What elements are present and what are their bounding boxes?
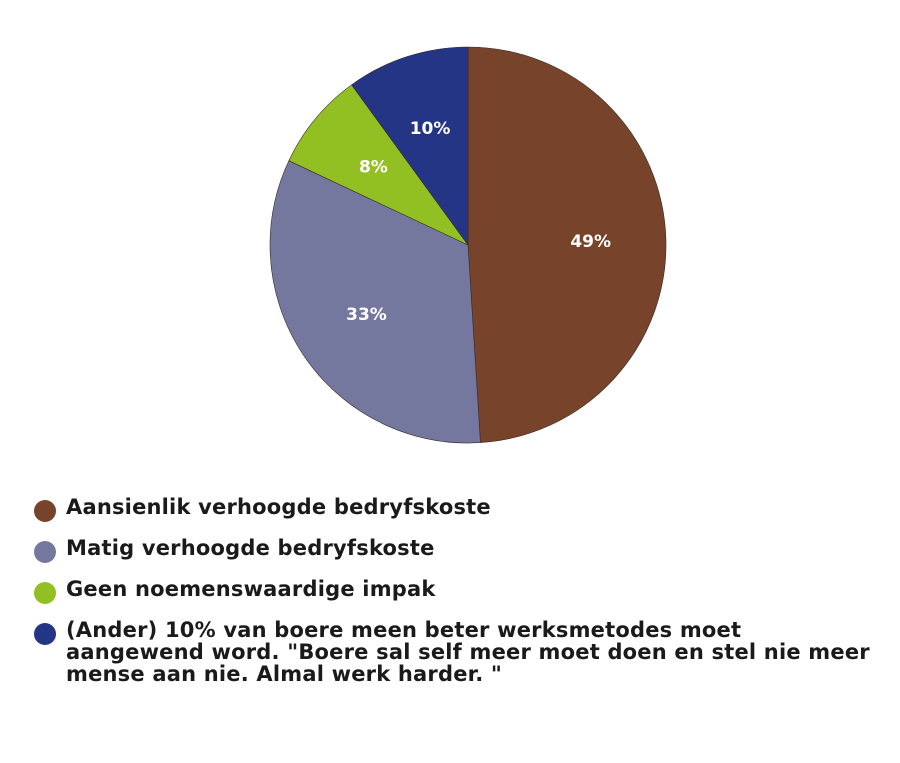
legend-label-ander: (Ander) 10% van boere meen beter werksme… <box>66 618 870 686</box>
slice-label-aansienlik: 49% <box>570 232 611 252</box>
pie-slice-aansienlik <box>467 46 667 443</box>
legend-swatch-geen <box>34 582 56 604</box>
slice-label-matig: 33% <box>346 305 387 325</box>
legend-swatch-ander <box>34 623 56 645</box>
legend-label-matig: Matig verhoogde bedryfskoste <box>66 536 435 560</box>
legend-item-ander: (Ander) 10% van boere meen beter werksme… <box>34 619 874 685</box>
legend-item-aansienlik: Aansienlik verhoogde bedryfskoste <box>34 496 874 522</box>
pie-chart: 49% 33% 8% 10% <box>269 46 667 444</box>
legend-label-geen: Geen noemenswaardige impak <box>66 577 436 601</box>
slice-label-ander: 10% <box>410 119 451 139</box>
legend-item-geen: Geen noemenswaardige impak <box>34 578 874 604</box>
legend-item-matig: Matig verhoogde bedryfskoste <box>34 537 874 563</box>
slice-label-geen: 8% <box>359 158 388 178</box>
pie-slice-ander <box>351 46 469 246</box>
legend-label-aansienlik: Aansienlik verhoogde bedryfskoste <box>66 495 491 519</box>
pie-slice-matig <box>269 160 481 444</box>
pie-slice-geen <box>288 84 469 246</box>
legend-swatch-aansienlik <box>34 500 56 522</box>
legend-swatch-matig <box>34 541 56 563</box>
legend: Aansienlik verhoogde bedryfskoste Matig … <box>34 496 874 700</box>
